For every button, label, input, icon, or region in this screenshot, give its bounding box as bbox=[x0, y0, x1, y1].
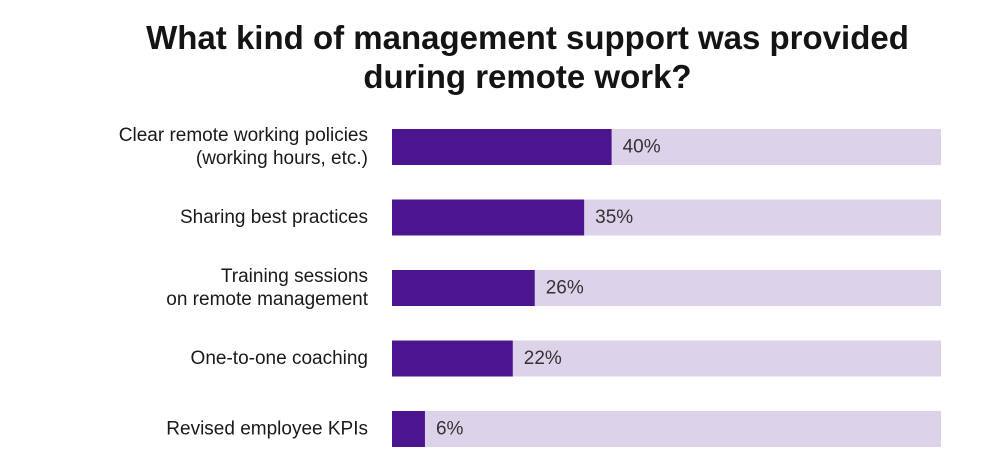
bar bbox=[392, 340, 513, 377]
bar-value-label: 6% bbox=[436, 419, 464, 440]
category-label: Clear remote working policies bbox=[119, 125, 368, 146]
bar-track bbox=[392, 411, 941, 447]
bar bbox=[392, 411, 425, 447]
chart-title-line-1: What kind of management support was prov… bbox=[146, 19, 909, 56]
bar bbox=[392, 270, 535, 306]
category-label: on remote management bbox=[166, 289, 368, 310]
bar bbox=[392, 199, 585, 236]
bar-value-label: 35% bbox=[595, 207, 633, 228]
bar-value-label: 26% bbox=[546, 278, 584, 299]
category-label: Training sessions bbox=[221, 266, 368, 287]
chart-title-line-2: during remote work? bbox=[363, 58, 692, 95]
bar bbox=[392, 129, 612, 165]
category-label: Revised employee KPIs bbox=[166, 419, 368, 440]
category-label: (working hours, etc.) bbox=[196, 148, 368, 169]
bar-value-label: 22% bbox=[524, 348, 562, 369]
category-label: One-to-one coaching bbox=[191, 348, 368, 369]
chart-title: What kind of management support was prov… bbox=[0, 18, 1000, 96]
category-label: Sharing best practices bbox=[180, 207, 368, 228]
bar-value-label: 40% bbox=[623, 137, 661, 158]
